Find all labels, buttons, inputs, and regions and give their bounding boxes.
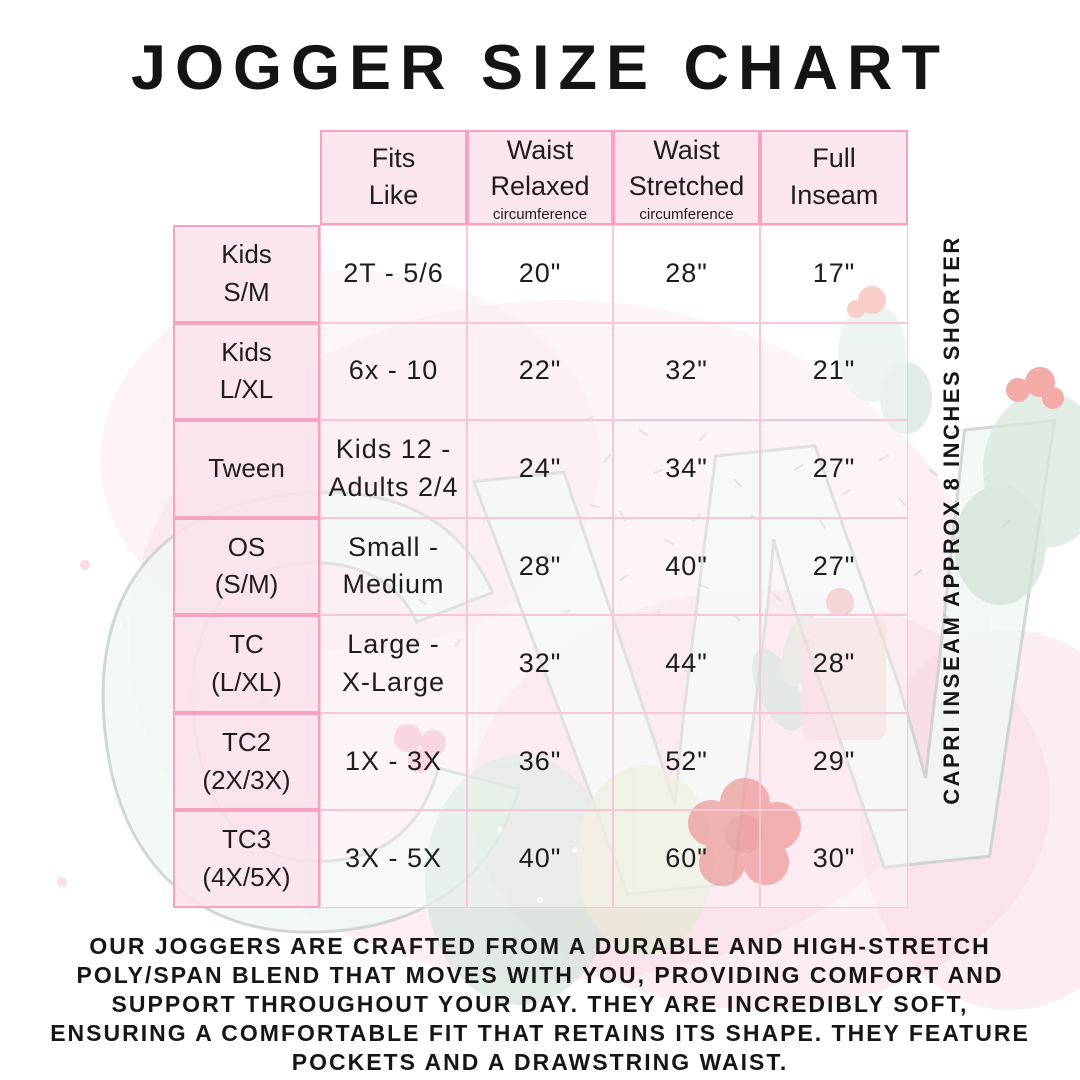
- col-header-label: Waist Relaxed: [490, 134, 590, 201]
- cell-fits-like: 1X - 3X: [320, 712, 467, 811]
- cell-full-inseam: 29": [760, 712, 908, 811]
- table-corner-cell: [173, 130, 320, 225]
- cell-fits-like: 3X - 5X: [320, 810, 467, 908]
- row-label: OS (S/M): [173, 517, 320, 616]
- cactus-icon: [954, 367, 1080, 605]
- cell-full-inseam: 17": [760, 225, 908, 323]
- cell-waist-stretched: 32": [613, 322, 760, 421]
- col-header-full-inseam: Full Inseam: [760, 130, 908, 225]
- cell-waist-relaxed: 22": [467, 322, 613, 421]
- row-label: TC3 (4X/5X): [173, 810, 320, 908]
- cell-waist-stretched: 60": [613, 810, 760, 908]
- col-header-fits-like: Fits Like: [320, 130, 467, 225]
- cell-full-inseam: 27": [760, 420, 908, 518]
- cell-waist-relaxed: 32": [467, 615, 613, 713]
- col-header-label: Full Inseam: [789, 143, 879, 210]
- col-header-sub: circumference: [492, 206, 588, 224]
- cell-fits-like: 2T - 5/6: [320, 225, 467, 323]
- product-description: OUR JOGGERS ARE CRAFTED FROM A DURABLE A…: [50, 933, 1030, 1075]
- row-label: TC (L/XL): [173, 615, 320, 713]
- col-header-waist-relaxed: Waist Relaxed circumference: [467, 130, 613, 225]
- cell-waist-stretched: 34": [613, 420, 760, 518]
- cell-waist-stretched: 28": [613, 225, 760, 323]
- col-header-sub: circumference: [639, 206, 734, 224]
- cell-waist-relaxed: 40": [467, 810, 613, 908]
- row-label: Tween: [173, 420, 320, 518]
- cell-waist-stretched: 40": [613, 517, 760, 616]
- hibiscus-flower-icon: [688, 778, 801, 886]
- page-title: JOGGER SIZE CHART: [130, 33, 950, 103]
- cell-full-inseam: 21": [760, 322, 908, 421]
- cell-fits-like: Kids 12 - Adults 2/4: [320, 420, 467, 518]
- cell-fits-like: Small - Medium: [320, 517, 467, 616]
- cell-waist-relaxed: 36": [467, 712, 613, 811]
- cell-full-inseam: 27": [760, 517, 908, 616]
- cell-waist-relaxed: 24": [467, 420, 613, 518]
- cactus-icon: [838, 286, 932, 434]
- cell-fits-like: 6x - 10: [320, 322, 467, 421]
- cell-waist-relaxed: 20": [467, 225, 613, 323]
- row-label: Kids L/XL: [173, 322, 320, 421]
- cell-waist-stretched: 44": [613, 615, 760, 713]
- cell-waist-relaxed: 28": [467, 517, 613, 616]
- flower-icon: [394, 724, 446, 773]
- size-chart-table: Fits Like Waist Relaxed circumference Wa…: [173, 130, 908, 908]
- cell-full-inseam: 30": [760, 810, 908, 908]
- col-header-waist-stretched: Waist Stretched circumference: [613, 130, 760, 225]
- cell-fits-like: Large - X-Large: [320, 615, 467, 713]
- cell-waist-stretched: 52": [613, 712, 760, 811]
- col-header-label: Waist Stretched: [628, 134, 745, 201]
- flower-pot-icon: [752, 588, 886, 740]
- row-label: Kids S/M: [173, 225, 320, 323]
- row-label: TC2 (2X/3X): [173, 712, 320, 811]
- capri-inseam-note: CAPRI INSEAM APPROX 8 INCHES SHORTER: [939, 235, 964, 805]
- col-header-label: Fits Like: [368, 143, 419, 210]
- cell-full-inseam: 28": [760, 615, 908, 713]
